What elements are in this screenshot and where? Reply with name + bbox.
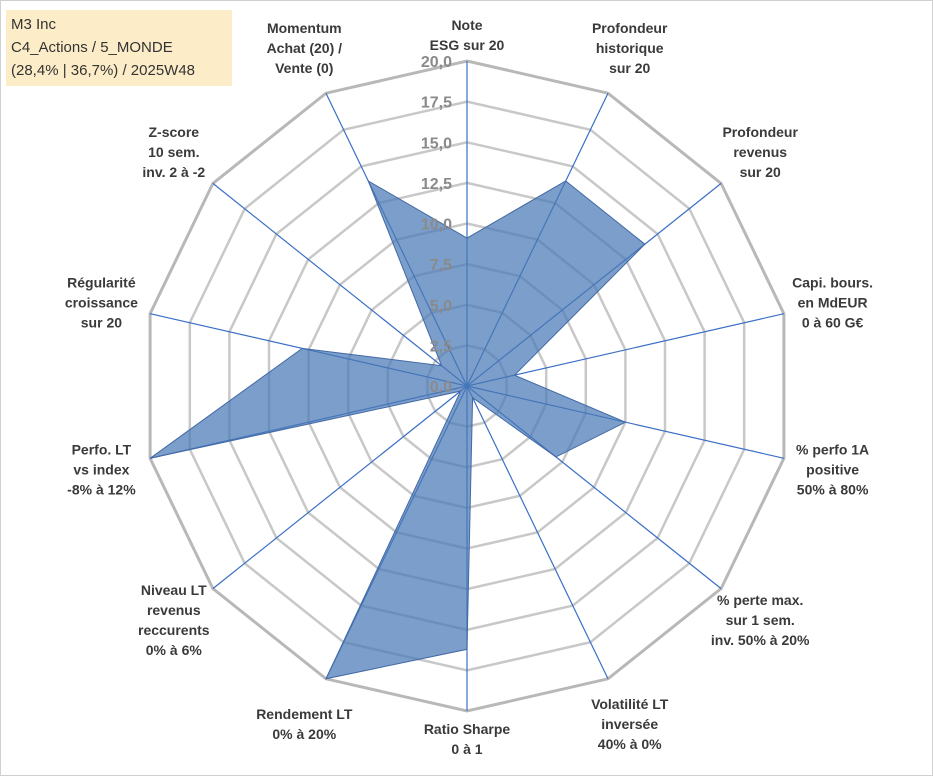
axis-label: Momentum Achat (20) / Vente (0): [267, 20, 343, 76]
axis-label: Rendement LT 0% à 20%: [256, 706, 353, 742]
company-name: M3 Inc: [11, 16, 57, 33]
axis-label: Profondeur historique sur 20: [592, 20, 668, 76]
axis-label: Niveau LT revenus reccurents 0% à 6%: [138, 582, 210, 658]
tick-label: 7,5: [430, 257, 452, 274]
tick-label: 0,0: [430, 379, 452, 396]
axis-spoke: [212, 182, 468, 387]
tick-label: 2,5: [430, 338, 452, 355]
tick-labels: 0,0 2,5 5,0 7,5 10,0 12,5 15,0 17,5 20,0: [421, 54, 452, 396]
axis-spoke: [212, 385, 468, 590]
axis-label: Perfo. LT vs index -8% à 12%: [67, 441, 136, 497]
tick-label: 5,0: [430, 298, 452, 315]
axis-label: Profondeur revenus sur 20: [722, 124, 798, 180]
series-polygon: [149, 179, 646, 680]
axis-label: Volatilité LT inversée 40% à 0%: [591, 696, 669, 752]
tick-label: 17,5: [421, 95, 452, 112]
axis-labels: Note ESG sur 20 Profondeur historique sur 20…: [65, 17, 873, 757]
info-box: M3 Inc C4_Actions / 5_MONDE (28,4% | 36,…: [6, 10, 232, 86]
tick-label: 10,0: [421, 217, 452, 234]
axis-spoke: [466, 385, 609, 680]
axis-label: Ratio Sharpe 0 à 1: [424, 721, 511, 757]
tick-label: 12,5: [421, 176, 452, 193]
axis-label: Capi. bours. en MdEUR 0 à 60 G€: [792, 275, 873, 331]
series-area: [149, 179, 646, 680]
axis-label: % perfo 1A positive 50% à 80%: [796, 441, 869, 497]
axis-label: Note ESG sur 20: [430, 17, 505, 53]
portfolio-path: C4_Actions / 5_MONDE: [11, 39, 173, 56]
axis-label: Régularité croissance sur 20: [65, 275, 138, 331]
axis-label: % perte max. sur 1 sem. inv. 50% à 20%: [711, 592, 810, 648]
axis-label: Z-score 10 sem. inv. 2 à -2: [142, 124, 205, 180]
tick-label: 20,0: [421, 54, 452, 71]
tick-label: 15,0: [421, 135, 452, 152]
axis-spoke: [466, 313, 785, 387]
performance-week: (28,4% | 36,7%) / 2025W48: [11, 62, 195, 79]
